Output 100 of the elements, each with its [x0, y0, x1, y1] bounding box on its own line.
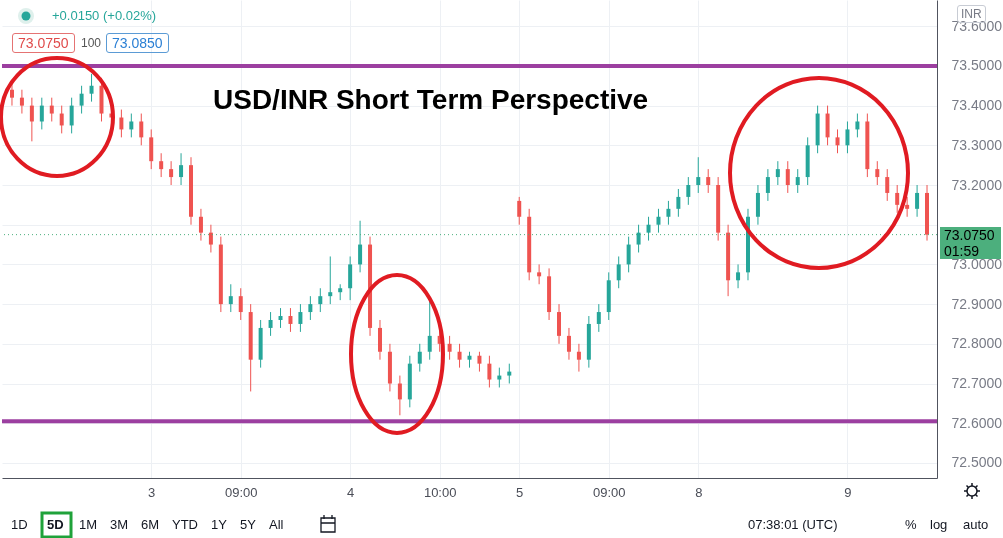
candlestick: [328, 255, 333, 305]
annotation: 73.0750: [12, 33, 75, 53]
text: All: [269, 517, 284, 533]
candlestick: [377, 319, 382, 361]
candlestick: [666, 200, 671, 226]
y-tick-label: 73.3000: [951, 136, 1003, 153]
candlestick: [845, 120, 850, 154]
candlestick: [537, 263, 542, 285]
text: 1Y: [211, 517, 227, 533]
candlestick: [517, 196, 522, 226]
candlestick: [477, 351, 482, 373]
candlestick: [676, 188, 681, 218]
x-tick-label: 5: [516, 484, 524, 500]
candlestick: [755, 184, 760, 226]
candlestick: [765, 168, 770, 202]
y-tick-label: 73.5000: [951, 57, 1003, 74]
candlestick: [19, 89, 24, 115]
candlestick: [457, 343, 462, 369]
annotation: +0.0150 (+0.02%): [52, 8, 157, 24]
candlestick: [79, 85, 84, 115]
candlestick: [915, 184, 920, 218]
candlestick: [179, 152, 184, 186]
candlestick: [59, 105, 64, 134]
candlestick: [89, 73, 94, 103]
candlestick: [139, 113, 144, 146]
candlestick: [318, 287, 323, 313]
text: auto: [963, 517, 989, 533]
candlestick: [696, 156, 701, 194]
candlestick: [119, 109, 124, 138]
candlestick: [905, 196, 910, 218]
candlestick: [159, 152, 164, 178]
candlestick: [49, 97, 54, 122]
candlestick: [417, 343, 422, 373]
candlestick: [835, 128, 840, 154]
candlestick: [656, 208, 661, 234]
candlestick: [427, 299, 432, 361]
text: 5Y: [240, 517, 256, 533]
candlestick: [566, 327, 571, 361]
candlestick: [686, 176, 691, 206]
annotation: 73.0850: [106, 33, 169, 53]
candlestick: [268, 311, 273, 337]
y-tick-label: 73.4000: [951, 97, 1003, 114]
candlestick: [497, 367, 502, 388]
candlestick: [308, 295, 313, 321]
text: 1M: [79, 517, 98, 533]
candlestick: [875, 160, 880, 186]
text: YTD: [172, 517, 198, 533]
candlestick: [636, 224, 641, 253]
candlestick: [626, 236, 631, 273]
candlestick: [855, 113, 860, 138]
y-tick-label: 72.8000: [951, 335, 1003, 352]
ref-line-label: 73.0750 01:59: [940, 226, 1001, 259]
candlestick: [487, 355, 492, 388]
text: 07:38:01 (UTC): [748, 517, 838, 533]
text: log: [930, 517, 948, 533]
candlestick: [706, 168, 711, 194]
x-tick-label: 8: [695, 484, 703, 500]
x-tick-label: 4: [347, 484, 355, 500]
text: 3M: [110, 517, 129, 533]
y-tick-label: 72.5000: [951, 454, 1003, 471]
candlestick: [198, 208, 203, 242]
y-tick-label: 72.6000: [951, 414, 1003, 431]
y-tick-label: 72.7000: [951, 375, 1003, 392]
candlestick: [208, 224, 213, 253]
x-tick-label: 09:00: [224, 484, 258, 500]
candlestick: [69, 97, 74, 134]
candlestick: [447, 335, 452, 361]
candlestick: [736, 263, 741, 289]
x-tick-label: 10:00: [423, 484, 457, 500]
candlestick: [397, 375, 402, 416]
text: 5D: [47, 517, 64, 533]
annotation: 100: [81, 35, 102, 51]
text: USD/INR Short Term Perspective: [213, 84, 649, 116]
x-tick-label: 09:00: [592, 484, 626, 500]
candlestick: [646, 216, 651, 242]
text: %: [905, 517, 917, 533]
candlestick: [895, 184, 900, 214]
candlestick: [29, 97, 34, 142]
y-tick-label: 72.9000: [951, 295, 1003, 312]
candlestick: [228, 283, 233, 313]
x-tick-label: 9: [844, 484, 852, 500]
candlestick: [129, 113, 134, 138]
candlestick: [507, 363, 512, 385]
candlestick: [795, 168, 800, 194]
x-tick-label: 3: [148, 484, 156, 500]
candlestick: [288, 307, 293, 333]
candlestick: [238, 287, 243, 321]
candlestick: [775, 160, 780, 186]
candlestick: [576, 343, 581, 373]
candlestick: [825, 105, 830, 146]
candlestick: [278, 307, 283, 329]
candlestick: [616, 255, 621, 289]
text: 6M: [141, 517, 160, 533]
candlestick: [298, 303, 303, 333]
candlestick: [785, 160, 790, 194]
text: 1D: [11, 517, 28, 533]
candlestick: [885, 168, 890, 202]
candlestick: [169, 160, 174, 186]
y-tick-label: 73.2000: [951, 176, 1003, 193]
candlestick: [358, 220, 363, 273]
